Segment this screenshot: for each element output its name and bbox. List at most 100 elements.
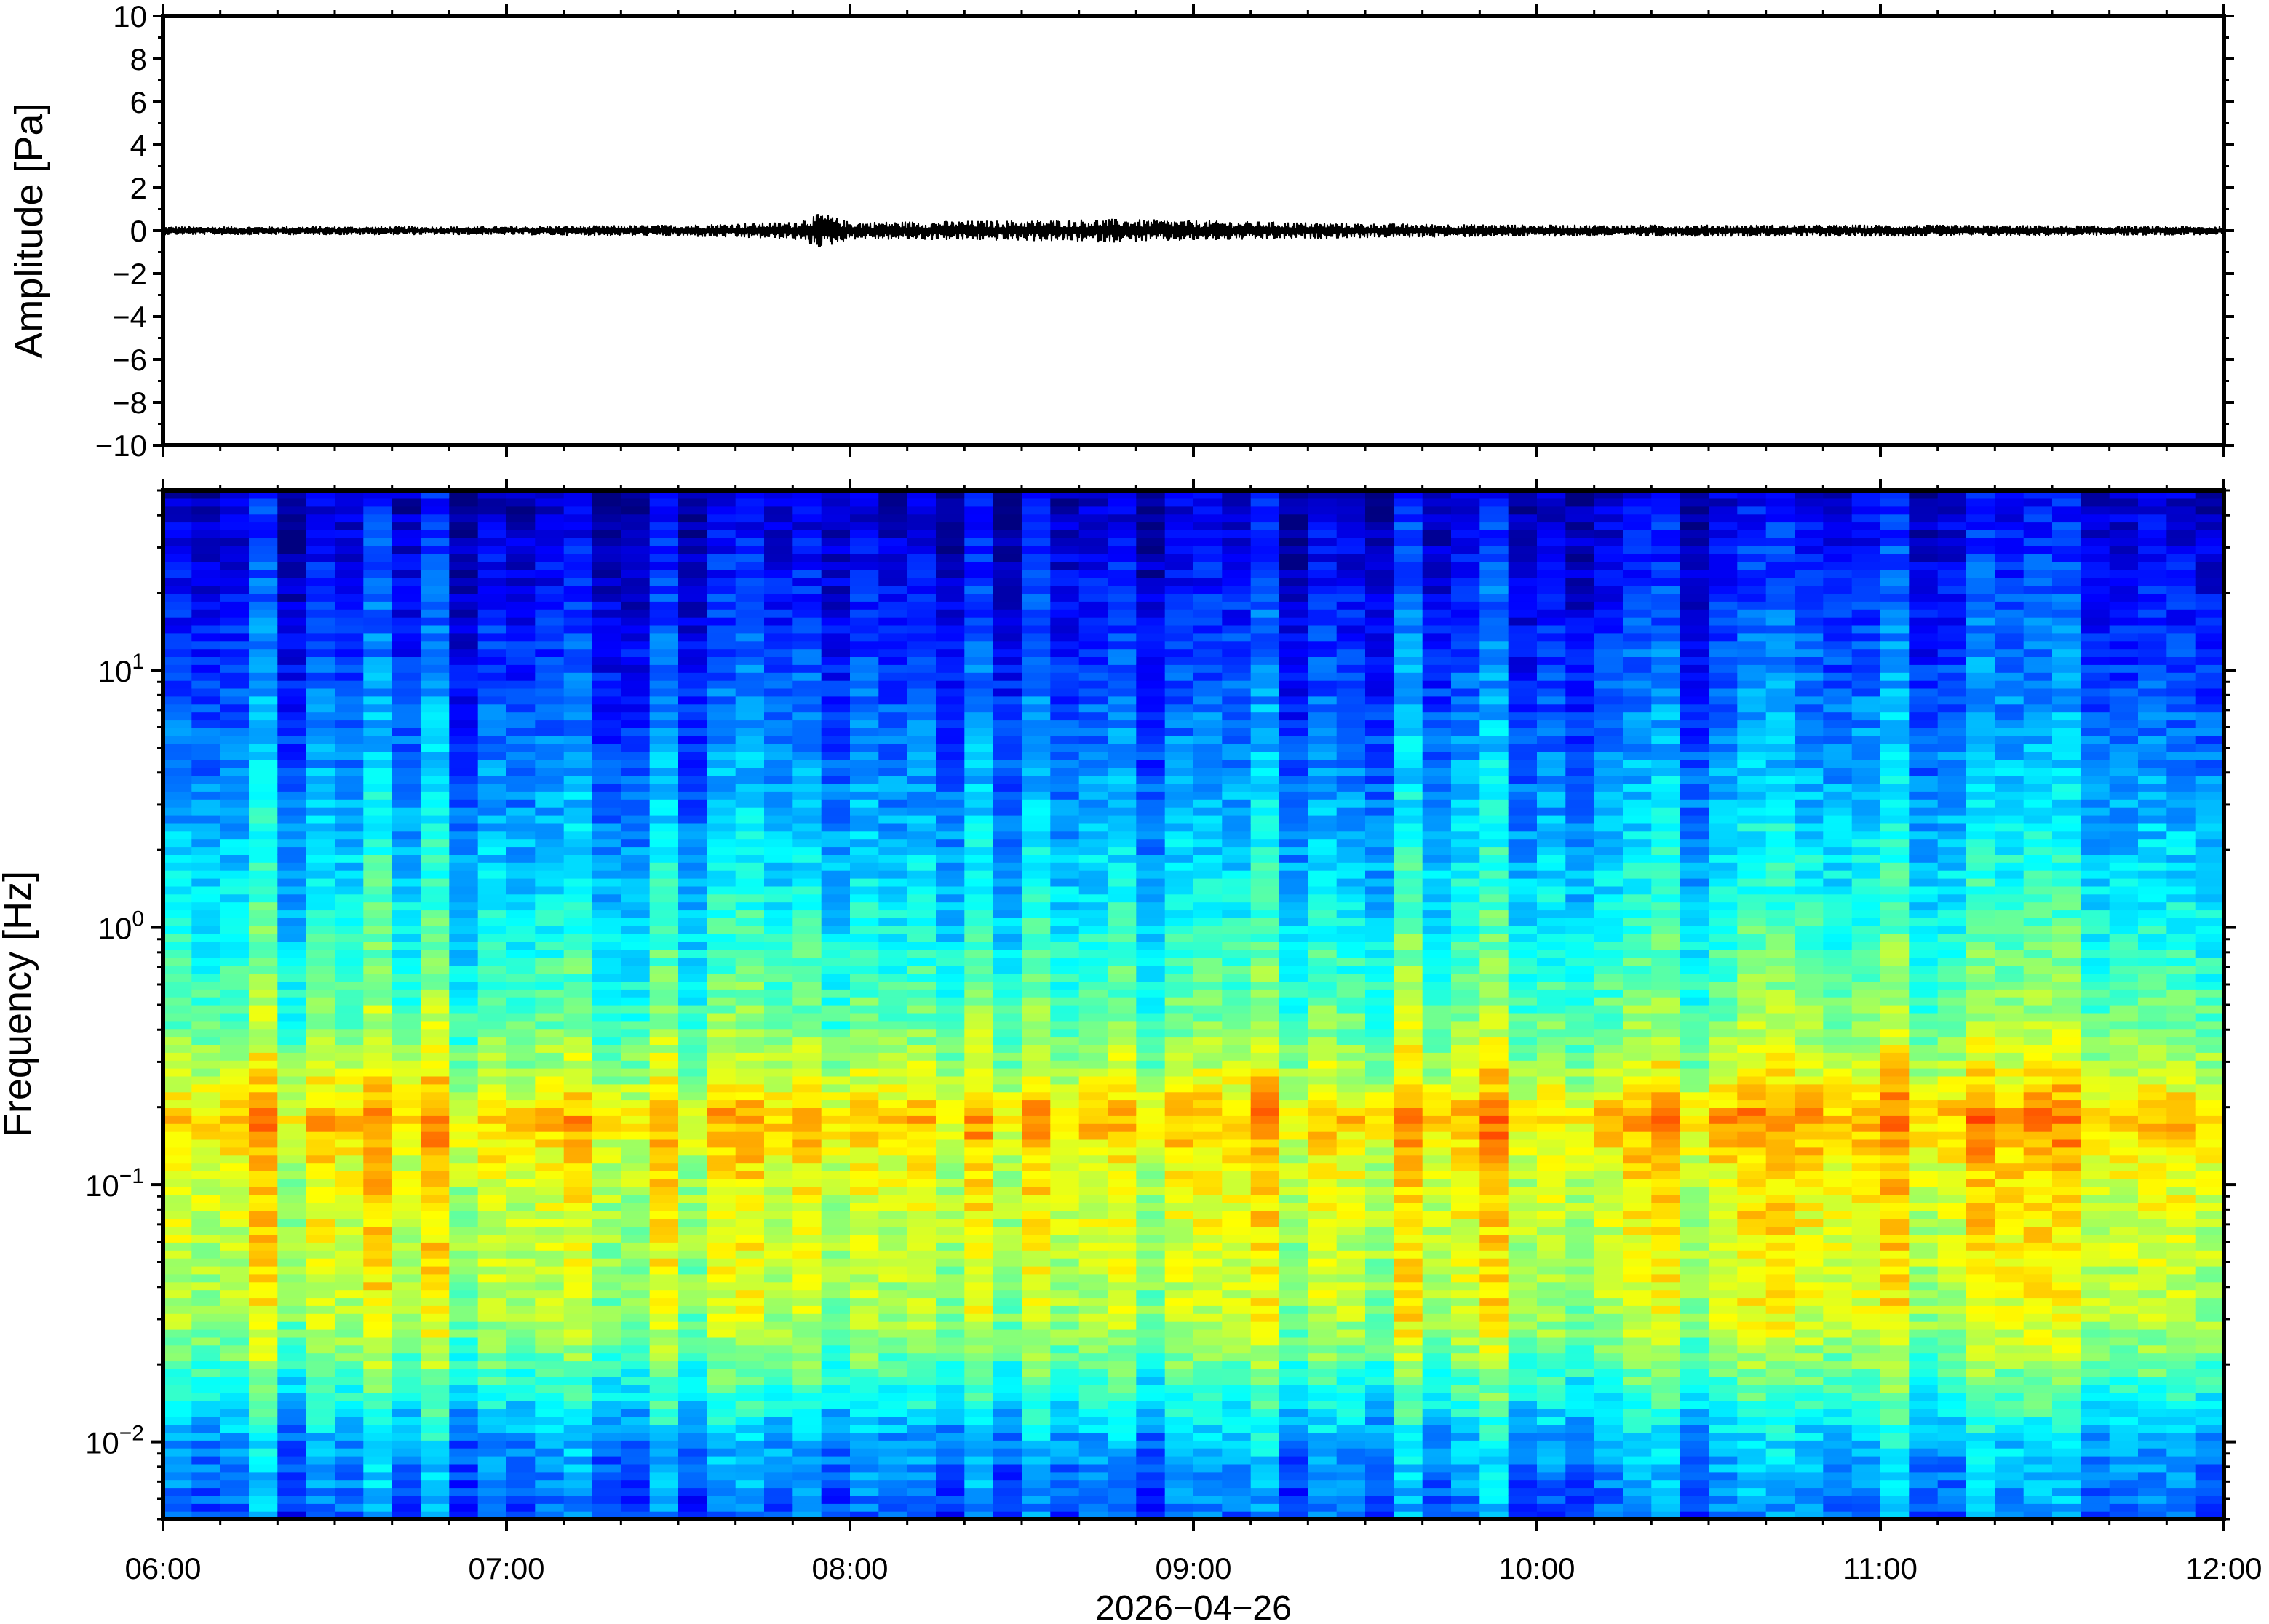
spectrogram-cell bbox=[907, 569, 937, 578]
spectrogram-cell bbox=[535, 1250, 565, 1259]
spectrogram-cell bbox=[649, 1329, 679, 1338]
spectrogram-cell bbox=[649, 1242, 679, 1251]
spectrogram-cell bbox=[363, 1210, 393, 1219]
spectrogram-cell bbox=[1136, 1147, 1166, 1156]
spectrogram-cell bbox=[506, 791, 536, 800]
spectrogram-cell bbox=[477, 1242, 507, 1251]
spectrogram-cell bbox=[678, 1005, 707, 1014]
spectrogram-cell bbox=[249, 720, 278, 728]
spectrogram-cell bbox=[850, 1487, 879, 1496]
spectrogram-cell bbox=[506, 815, 536, 824]
spectrogram-cell bbox=[477, 759, 507, 768]
spectrogram-cell bbox=[1078, 1424, 1108, 1433]
spectrogram-cell bbox=[1078, 561, 1108, 570]
spectrogram-cell bbox=[592, 1297, 621, 1306]
spectrogram-cell bbox=[792, 1195, 822, 1203]
spectrogram-cell bbox=[421, 1210, 450, 1219]
spectrogram-cell bbox=[363, 1005, 393, 1014]
spectrogram-cell bbox=[850, 554, 879, 562]
spectrogram-cell bbox=[1022, 807, 1051, 816]
spectrogram-cell bbox=[191, 1083, 221, 1093]
spectrogram-cell bbox=[1050, 1385, 1080, 1393]
spectrogram-cell bbox=[163, 1020, 192, 1030]
spectrogram-cell bbox=[936, 1099, 965, 1108]
spectrogram-cell bbox=[1022, 632, 1051, 642]
spectrogram-cell bbox=[707, 1393, 736, 1401]
spectrogram-cell bbox=[363, 585, 393, 594]
spectrogram-cell bbox=[249, 1020, 278, 1030]
spectrogram-cell bbox=[535, 601, 565, 610]
spectrogram-cell bbox=[220, 585, 250, 594]
spectrogram-cell bbox=[792, 1147, 822, 1156]
spectrogram-cell bbox=[191, 1147, 221, 1156]
spectrogram-cell bbox=[535, 648, 565, 657]
spectrogram-cell bbox=[821, 609, 851, 618]
spectrogram-cell bbox=[191, 593, 221, 602]
spectrogram-cell bbox=[707, 1440, 736, 1449]
spectrogram-cell bbox=[277, 1195, 307, 1203]
spectrogram-cell bbox=[1108, 1345, 1137, 1354]
spectrogram-cell bbox=[964, 1385, 994, 1393]
spectrogram-cell bbox=[907, 1123, 937, 1132]
spectrogram-cell bbox=[249, 632, 278, 642]
spectrogram-cell bbox=[592, 609, 621, 618]
spectrogram-cell bbox=[878, 901, 908, 911]
spectrogram-cell bbox=[363, 1099, 393, 1108]
spectrogram-cell bbox=[220, 942, 250, 950]
spectrogram-cell bbox=[678, 720, 707, 728]
spectrogram-cell bbox=[592, 973, 621, 982]
spectrogram-cell bbox=[707, 601, 736, 610]
spectrogram-cell bbox=[477, 1147, 507, 1156]
spectrogram-cell bbox=[220, 1131, 250, 1140]
spectrogram-cell bbox=[821, 989, 851, 998]
spectrogram-cell bbox=[592, 1091, 621, 1101]
spectrogram-cell bbox=[678, 1337, 707, 1346]
spectrogram-cell bbox=[306, 1463, 335, 1473]
spectrogram-cell bbox=[449, 514, 479, 523]
spectrogram-cell bbox=[707, 514, 736, 523]
spectrogram-cell bbox=[850, 617, 879, 626]
spectrogram-cell bbox=[363, 498, 393, 507]
spectrogram-cell bbox=[1078, 1052, 1108, 1061]
spectrogram-cell bbox=[964, 640, 994, 650]
spectrogram-cell bbox=[878, 989, 908, 998]
spectrogram-cell bbox=[449, 1052, 479, 1061]
spectrogram-cell bbox=[563, 918, 593, 926]
spectrogram-cell bbox=[821, 926, 851, 934]
spectrogram-cell bbox=[1050, 1091, 1080, 1101]
spectrogram-cell bbox=[649, 1511, 679, 1520]
spectrogram-cell bbox=[1022, 1393, 1051, 1401]
spectrogram-cell bbox=[1078, 783, 1108, 792]
spectrogram-cell bbox=[449, 1503, 479, 1512]
spectrogram-cell bbox=[649, 1179, 679, 1187]
spectrogram-cell bbox=[306, 775, 335, 784]
spectrogram-cell bbox=[821, 744, 851, 752]
spectrogram-cell bbox=[592, 775, 621, 784]
spectrogram-cell bbox=[335, 1408, 364, 1417]
spectrogram-cell bbox=[621, 728, 651, 736]
spectrogram-cell bbox=[392, 893, 421, 903]
spectrogram-cell bbox=[1136, 632, 1166, 642]
spectrogram-cell bbox=[964, 759, 994, 768]
spectrogram-cell bbox=[506, 744, 536, 752]
spectrogram-cell bbox=[1164, 1369, 1194, 1377]
spectrogram-cell bbox=[621, 783, 651, 792]
spectrogram-cell bbox=[1164, 1068, 1194, 1077]
spectrogram-cell bbox=[1193, 688, 1223, 697]
spectrogram-cell bbox=[878, 498, 908, 507]
spectrogram-cell bbox=[821, 949, 851, 958]
spectrogram-cell bbox=[1164, 1321, 1194, 1330]
spectrogram-cell bbox=[821, 1265, 851, 1275]
spectrogram-cell bbox=[335, 617, 364, 626]
spectrogram-cell bbox=[1078, 1408, 1108, 1417]
spectrogram-cell bbox=[1078, 1242, 1108, 1251]
spectrogram-cell bbox=[707, 854, 736, 863]
spectrogram-cell bbox=[649, 1337, 679, 1346]
spectrogram-cell bbox=[707, 1131, 736, 1140]
spectrogram-cell bbox=[764, 878, 793, 887]
spectrogram-cell bbox=[850, 585, 879, 594]
spectrogram-cell bbox=[421, 530, 450, 538]
spectrogram-cell bbox=[1050, 1131, 1080, 1140]
spectrogram-cell bbox=[1136, 1083, 1166, 1093]
spectrogram-cell bbox=[621, 957, 651, 966]
